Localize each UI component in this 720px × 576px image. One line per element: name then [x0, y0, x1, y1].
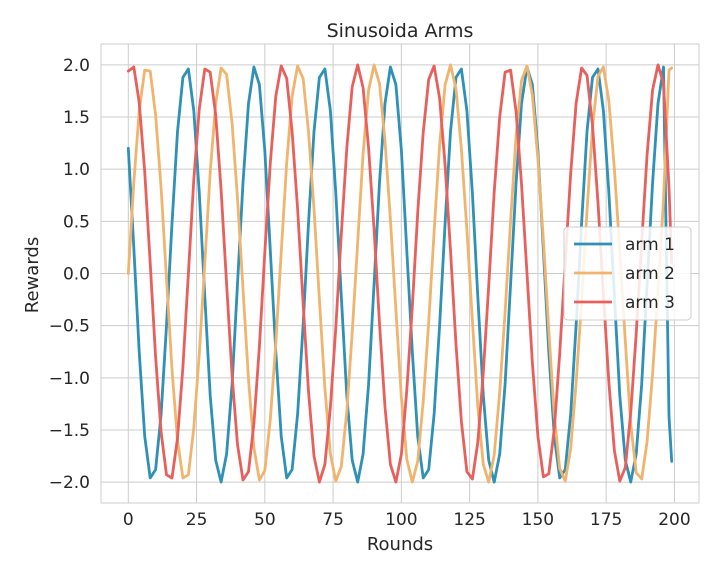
axes-frame: [100, 43, 700, 504]
legend-entry: arm 2: [625, 264, 675, 284]
y-tick-label: −1.0: [49, 369, 90, 389]
y-tick-label: −2.0: [49, 473, 90, 493]
x-tick-label: 150: [522, 510, 554, 530]
x-tick-label: 175: [590, 510, 622, 530]
series-line-arm-3: [126, 63, 674, 484]
x-tick-label: 50: [254, 510, 276, 530]
x-tick-label: 100: [385, 510, 417, 530]
x-axis-label: Rounds: [367, 534, 433, 555]
y-tick-label: 1.0: [63, 160, 90, 180]
legend-entry: arm 1: [625, 235, 675, 255]
y-tick-label: −0.5: [49, 317, 90, 337]
x-tick-label: 0: [123, 510, 134, 530]
y-tick-label: −1.5: [49, 421, 90, 441]
y-axis-label: Rewards: [22, 237, 43, 313]
x-tick-label: 25: [186, 510, 208, 530]
y-tick-label: 2.0: [63, 56, 90, 76]
y-tick-label: 0.0: [63, 265, 90, 285]
chart-title: Sinusoida Arms: [327, 20, 474, 42]
series-line-arm-1: [126, 65, 674, 484]
y-tick-label: 1.5: [63, 108, 90, 128]
x-tick-label: 200: [658, 510, 690, 530]
x-tick-label: 75: [322, 510, 344, 530]
y-tick-label: 0.5: [63, 212, 90, 232]
legend-box: [563, 226, 692, 321]
legend: arm 1 arm 2 arm 3: [563, 226, 692, 321]
y-tick-labels: −2.0 −1.5 −1.0 −0.5 0.0 0.5 1.0 1.5 2.0: [49, 56, 90, 493]
x-tick-label: 125: [453, 510, 485, 530]
legend-entry: arm 3: [625, 293, 675, 313]
x-tick-labels: 0 25 50 75 100 125 150 175 200: [123, 510, 691, 530]
